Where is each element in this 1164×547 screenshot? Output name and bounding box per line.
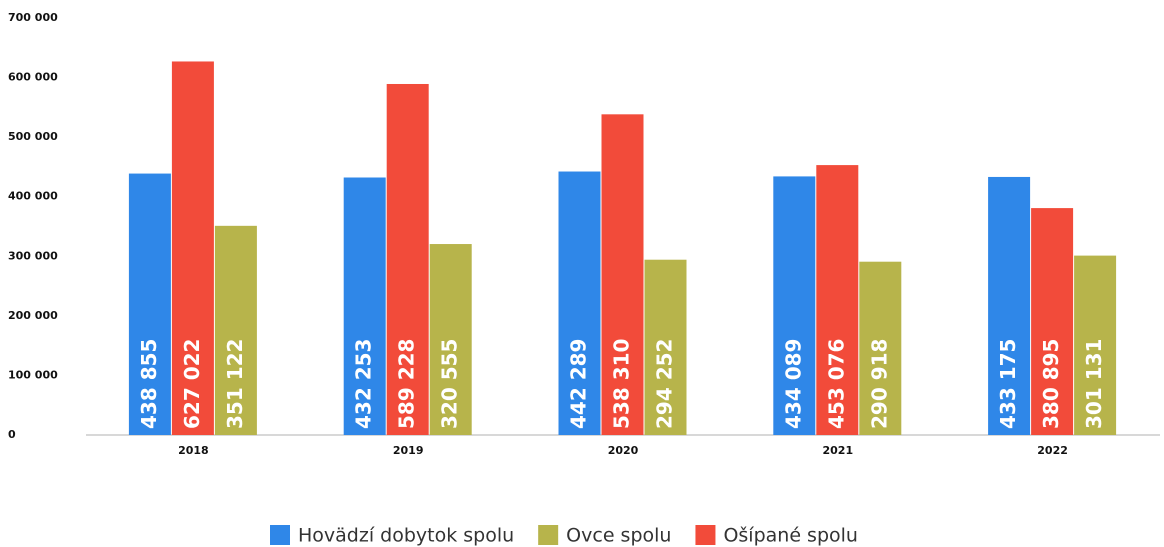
value-label: 453 076 [824, 339, 848, 429]
bar [214, 225, 257, 435]
legend-label: Ošípané spolu [723, 525, 858, 547]
bar [644, 259, 687, 435]
x-tick-label: 2022 [1037, 444, 1068, 457]
value-label: 320 555 [438, 339, 462, 429]
bar [859, 261, 902, 435]
legend-swatch [695, 525, 716, 545]
x-tick-label: 2020 [608, 444, 639, 457]
bar [171, 61, 214, 436]
bar [773, 176, 816, 435]
y-tick-label: 400 000 [8, 190, 58, 203]
y-tick-label: 600 000 [8, 71, 58, 84]
legend-swatch [270, 525, 290, 545]
y-tick-label: 300 000 [8, 249, 58, 262]
value-label: 589 228 [395, 339, 419, 429]
value-label: 438 855 [137, 339, 161, 429]
y-tick-label: 0 [8, 428, 16, 441]
bar [386, 83, 429, 435]
y-tick-label: 100 000 [8, 368, 58, 381]
value-label: 301 131 [1082, 339, 1106, 429]
value-label: 432 253 [352, 339, 376, 429]
x-tick-label: 2019 [393, 444, 424, 457]
bar [601, 114, 644, 435]
value-label: 627 022 [180, 339, 204, 429]
value-label: 433 175 [996, 339, 1020, 429]
value-label: 538 310 [610, 339, 634, 429]
bar [816, 165, 859, 435]
y-tick-label: 500 000 [8, 130, 58, 143]
value-label: 442 289 [567, 339, 591, 429]
x-tick-label: 2018 [178, 444, 209, 457]
bar [128, 173, 171, 435]
bar [1031, 208, 1074, 435]
x-tick-label: 2021 [822, 444, 853, 457]
value-label: 434 089 [781, 339, 805, 429]
y-tick-label: 700 000 [8, 11, 58, 24]
value-label: 294 252 [653, 339, 677, 429]
bar [429, 244, 472, 435]
value-label: 290 918 [867, 339, 891, 429]
y-tick-label: 200 000 [8, 309, 58, 322]
bar [558, 171, 601, 435]
legend-label: Ovce spolu [566, 525, 671, 547]
bar [1074, 255, 1117, 435]
bar [343, 177, 386, 435]
bar [988, 176, 1031, 435]
legend-swatch [538, 525, 559, 545]
value-label: 351 122 [223, 339, 247, 429]
legend-label: Hovädzí dobytok spolu [298, 525, 514, 547]
value-label: 380 895 [1039, 339, 1063, 429]
